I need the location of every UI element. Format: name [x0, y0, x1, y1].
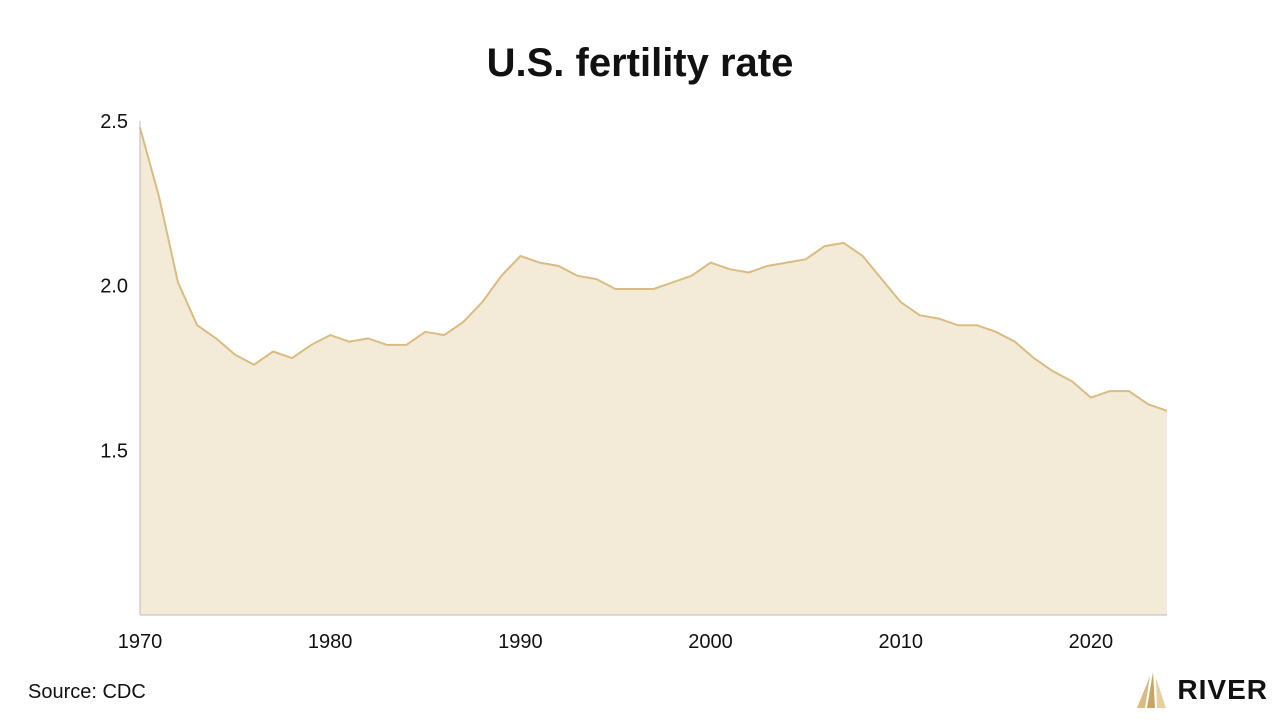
y-tick-label: 1.5	[100, 440, 128, 462]
y-tick-label: 2.0	[100, 276, 128, 298]
x-tick-label: 1990	[498, 631, 543, 653]
x-tick-label: 2020	[1069, 631, 1114, 653]
chart-title: U.S. fertility rate	[487, 41, 794, 85]
area-fill	[140, 127, 1167, 615]
plot-area	[139, 127, 1168, 615]
x-tick-label: 2010	[878, 631, 923, 653]
river-logo-icon	[1137, 672, 1167, 708]
x-tick-label: 1980	[308, 631, 353, 653]
y-tick-label: 2.5	[100, 111, 128, 133]
brand-logo: RIVER	[1135, 672, 1268, 708]
axes: 1970 1980 1990 2000 2010 2020 1.5 2.0 2.5	[100, 111, 1167, 653]
brand-name: RIVER	[1177, 674, 1268, 705]
source-note: Source: CDC	[28, 681, 146, 703]
x-tick-label: 1970	[118, 631, 163, 653]
x-tick-label: 2000	[688, 631, 733, 653]
